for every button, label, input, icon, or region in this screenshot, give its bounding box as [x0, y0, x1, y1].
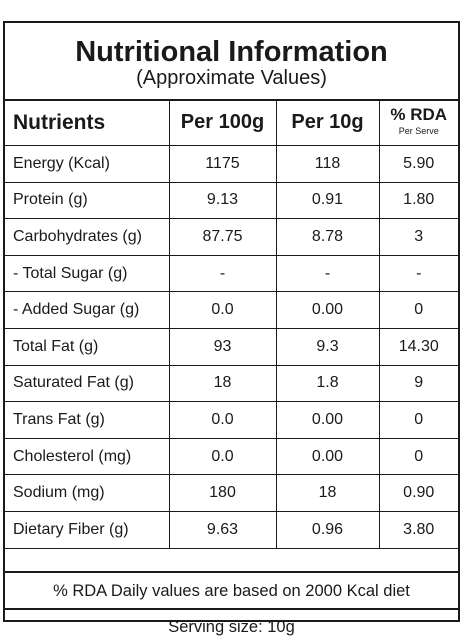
value-rda: 0: [378, 291, 458, 329]
table-row: Dietary Fiber (g) 9.63 0.96 3.80: [5, 510, 458, 549]
nutrient-name: Saturated Fat (g): [5, 364, 170, 403]
table-row: Trans Fat (g) 0.0 0.00 0: [5, 401, 458, 439]
table-row: Saturated Fat (g) 18 1.8 9: [5, 364, 458, 403]
rda-footnote: % RDA Daily values are based on 2000 Kca…: [5, 571, 458, 608]
value-per-100g: 9.63: [168, 510, 277, 549]
value-rda: 3: [378, 218, 458, 256]
value-per-10g: 118: [275, 145, 380, 183]
value-per-100g: -: [168, 254, 277, 293]
nutrition-label: Nutritional Information (Approximate Val…: [3, 21, 460, 636]
rda-sub-label: Per Serve: [398, 125, 439, 136]
table-row: Cholesterol (mg) 0.0 0.00 0: [5, 437, 458, 476]
title-block: Nutritional Information (Approximate Val…: [5, 23, 458, 101]
nutrient-name: Energy (Kcal): [5, 145, 170, 183]
value-per-10g: 18: [275, 474, 380, 512]
value-per-100g: 0.0: [168, 401, 277, 439]
value-per-10g: 0.00: [275, 401, 380, 439]
nutrient-name: Protein (g): [5, 181, 170, 220]
value-per-100g: 0.0: [168, 291, 277, 329]
table-row: Total Fat (g) 93 9.3 14.30: [5, 327, 458, 366]
column-header-rda: % RDA Per Serve: [378, 99, 458, 146]
rda-label: % RDA: [390, 104, 448, 124]
nutrition-table: Nutrients Per 100g Per 10g % RDA Per Ser…: [5, 99, 458, 549]
value-per-100g: 87.75: [168, 218, 277, 256]
value-rda: 5.90: [378, 145, 458, 183]
value-per-10g: 0.96: [275, 510, 380, 549]
label-subtitle: (Approximate Values): [136, 67, 327, 89]
nutrient-name: Cholesterol (mg): [5, 437, 170, 476]
value-per-100g: 18: [168, 364, 277, 403]
nutrient-name: Trans Fat (g): [5, 401, 170, 439]
nutrient-name: - Total Sugar (g): [5, 254, 170, 293]
serving-size: Serving size: 10g: [5, 608, 458, 642]
value-rda: 14.30: [378, 327, 458, 366]
nutrient-name: Carbohydrates (g): [5, 218, 170, 256]
value-per-100g: 0.0: [168, 437, 277, 476]
value-per-10g: 0.00: [275, 291, 380, 329]
table-row: - Total Sugar (g) - - -: [5, 254, 458, 293]
value-rda: 0: [378, 401, 458, 439]
value-rda: 9: [378, 364, 458, 403]
value-per-100g: 9.13: [168, 181, 277, 220]
value-per-10g: -: [275, 254, 380, 293]
table-row: Energy (Kcal) 1175 118 5.90: [5, 145, 458, 183]
value-rda: 0.90: [378, 474, 458, 512]
value-per-10g: 0.91: [275, 181, 380, 220]
value-per-10g: 1.8: [275, 364, 380, 403]
header-row: Nutrients Per 100g Per 10g % RDA Per Ser…: [5, 99, 458, 146]
value-per-100g: 1175: [168, 145, 277, 183]
table-row: Protein (g) 9.13 0.91 1.80: [5, 181, 458, 220]
label-title: Nutritional Information: [75, 36, 388, 68]
nutrient-name: Dietary Fiber (g): [5, 510, 170, 549]
column-header-nutrients: Nutrients: [5, 99, 170, 146]
value-per-100g: 180: [168, 474, 277, 512]
nutrient-name: Total Fat (g): [5, 327, 170, 366]
table-row: Sodium (mg) 180 18 0.90: [5, 474, 458, 512]
column-header-per-100g: Per 100g: [168, 99, 277, 146]
table-row: Carbohydrates (g) 87.75 8.78 3: [5, 218, 458, 256]
nutrient-name: - Added Sugar (g): [5, 291, 170, 329]
table-row: - Added Sugar (g) 0.0 0.00 0: [5, 291, 458, 329]
value-per-10g: 0.00: [275, 437, 380, 476]
column-header-per-10g: Per 10g: [275, 99, 380, 146]
value-per-100g: 93: [168, 327, 277, 366]
value-per-10g: 8.78: [275, 218, 380, 256]
value-per-10g: 9.3: [275, 327, 380, 366]
value-rda: 3.80: [378, 510, 458, 549]
value-rda: 1.80: [378, 181, 458, 220]
nutrient-name: Sodium (mg): [5, 474, 170, 512]
value-rda: 0: [378, 437, 458, 476]
value-rda: -: [378, 254, 458, 293]
